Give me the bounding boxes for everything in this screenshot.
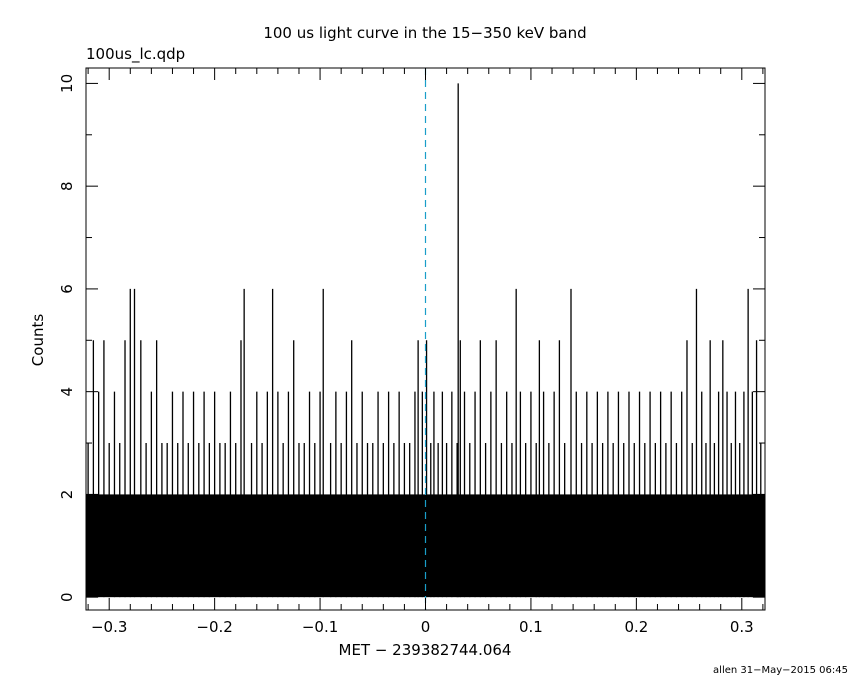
chart-title: 100 us light curve in the 15−350 keV ban… [263,24,586,42]
x-tick-label: −0.2 [196,618,232,636]
y-tick-label: 10 [58,74,76,93]
y-tick-label: 4 [58,387,76,397]
x-tick-label: 0.3 [730,618,754,636]
footer-note: allen 31−May−2015 06:45 [713,665,848,676]
x-tick-label: 0 [421,618,431,636]
y-tick-label: 6 [58,284,76,294]
y-tick-label: 0 [58,592,76,602]
y-tick-label: 8 [58,181,76,191]
plot-area: −0.3 −0.2 −0.1 0 0.1 0.2 0.3 0 2 4 6 8 10 [58,67,766,636]
x-axis-label: MET − 239382744.064 [339,641,512,659]
count-bars [87,83,762,598]
chart-subtitle: 100us_lc.qdp [86,45,185,64]
y-tick-label: 2 [58,490,76,500]
x-tick-label: −0.3 [91,618,127,636]
axis-ticks: −0.3 −0.2 −0.1 0 0.1 0.2 0.3 0 2 4 6 8 10 [58,68,765,636]
x-tick-label: 0.1 [519,618,543,636]
x-tick-label: −0.1 [302,618,338,636]
y-axis-label: Counts [29,314,47,367]
x-tick-label: 0.2 [624,618,648,636]
